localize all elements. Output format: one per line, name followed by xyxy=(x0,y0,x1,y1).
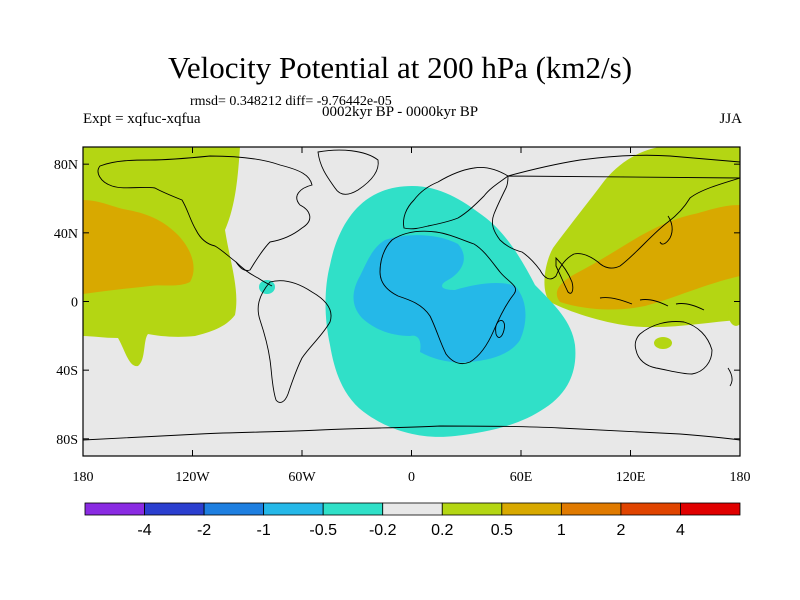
coast-asia xyxy=(491,154,740,280)
contour-negative-africa-strong xyxy=(353,235,526,363)
colorbar-label: -0.2 xyxy=(369,522,397,539)
y-tick-label: 80N xyxy=(54,158,78,173)
period-label: 0002kyr BP - 0000kyr BP xyxy=(321,104,479,120)
colorbar-swatch xyxy=(620,502,681,516)
y-axis: 80N 40N 0 40S 80S xyxy=(54,158,740,448)
stats-text: rmsd= 0.348212 diff= -9.76442e-05 xyxy=(190,94,392,109)
x-tick-label: 0 xyxy=(408,470,415,485)
colorbar-label: 4 xyxy=(676,522,685,539)
coast-india xyxy=(555,256,574,294)
colorbar-swatch xyxy=(560,502,622,516)
x-tick-label: 60W xyxy=(288,470,316,485)
x-tick-label: 120E xyxy=(616,470,646,485)
coastlines xyxy=(83,149,740,441)
colorbar-label: 2 xyxy=(616,522,625,539)
coast-greenland xyxy=(317,149,379,195)
x-axis: 180 120W 60W 0 60E 120E 180 xyxy=(73,147,751,485)
y-tick-label: 80S xyxy=(56,433,78,448)
colorbar-label: -1 xyxy=(257,522,271,539)
contour-fields xyxy=(83,147,740,437)
coast-south-america xyxy=(257,280,332,403)
coast-japan xyxy=(659,215,673,245)
coast-australia xyxy=(634,321,713,375)
contour-positive-pacific-strong xyxy=(83,200,194,294)
contour-positive-asia-strong xyxy=(556,205,740,310)
colorbar-swatch xyxy=(203,502,265,516)
coast-indonesia xyxy=(599,297,705,311)
plot-title: Velocity Potential at 200 hPa (km2/s) xyxy=(167,50,633,85)
colorbar-swatch xyxy=(84,502,145,516)
y-tick-label: 40N xyxy=(54,227,78,242)
contour-negative-spot xyxy=(259,280,275,294)
colorbar-label: 1 xyxy=(557,522,566,539)
coast-antarctica xyxy=(83,425,740,441)
colorbar-label: 0.2 xyxy=(431,522,453,539)
coast-new-zealand xyxy=(727,367,733,387)
colorbar-swatch xyxy=(680,502,741,516)
colorbar-swatch xyxy=(382,502,443,516)
colorbar-label: -4 xyxy=(137,522,151,539)
contour-positive-spot-east xyxy=(728,298,740,326)
experiment-label: Expt = xqfuc-xqfua xyxy=(83,111,201,127)
x-tick-label: 180 xyxy=(73,470,94,485)
coast-madagascar xyxy=(495,319,505,338)
x-tick-label: 120W xyxy=(175,470,210,485)
colorbar-swatch xyxy=(501,502,562,516)
season-label: JJA xyxy=(719,111,742,127)
colorbar-swatch xyxy=(263,502,324,516)
colorbar: -4 -2 -1 -0.5 -0.2 0.2 0.5 1 2 4 xyxy=(84,502,741,539)
colorbar-label: -2 xyxy=(197,522,211,539)
colorbar-swatch xyxy=(144,502,205,516)
y-tick-label: 0 xyxy=(71,296,78,311)
coast-africa xyxy=(379,230,516,365)
x-tick-label: 180 xyxy=(730,470,751,485)
x-tick-label: 60E xyxy=(510,470,533,485)
colorbar-swatch xyxy=(322,502,384,516)
colorbar-swatch xyxy=(441,502,503,516)
colorbar-label: 0.5 xyxy=(491,522,513,539)
y-tick-label: 40S xyxy=(56,364,78,379)
colorbar-label: -0.5 xyxy=(309,522,337,539)
coast-north-america xyxy=(97,155,313,271)
contour-positive-spot xyxy=(654,337,672,349)
